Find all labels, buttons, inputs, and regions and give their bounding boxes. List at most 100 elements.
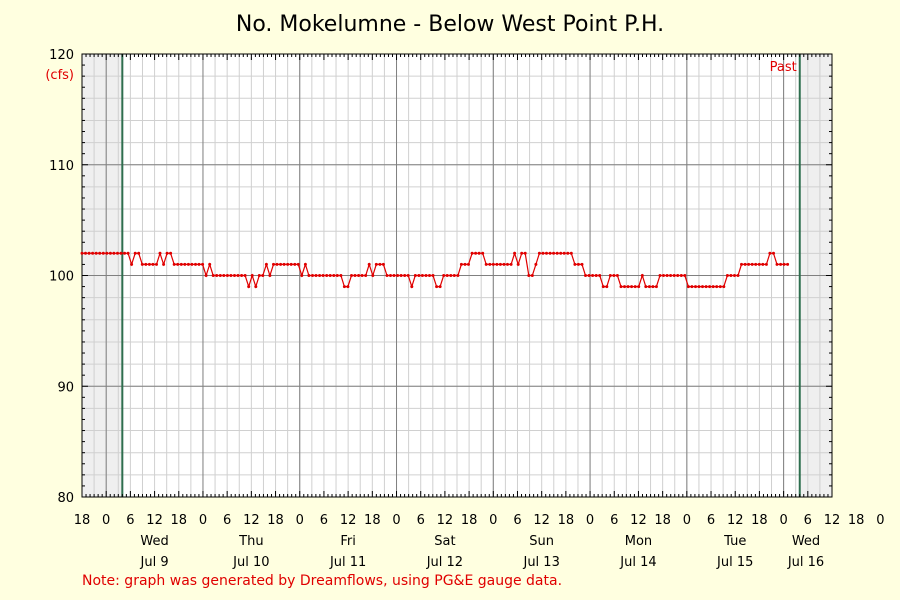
- flow-data-point: [84, 251, 87, 255]
- flow-data-point: [658, 274, 662, 277]
- flow-data-point: [733, 274, 736, 277]
- flow-data-point: [701, 285, 704, 289]
- flow-data-point: [520, 251, 524, 255]
- x-tick-label: 12: [243, 513, 260, 528]
- x-tick-label: 18: [558, 513, 575, 528]
- flow-data-point: [229, 274, 233, 277]
- flow-data-point: [548, 251, 552, 255]
- flow-data-point: [332, 274, 336, 277]
- flow-data-point: [417, 274, 421, 277]
- flow-data-point: [353, 274, 357, 277]
- flow-data-point: [495, 262, 499, 266]
- flow-data-point: [367, 262, 371, 266]
- flow-data-point: [364, 274, 368, 277]
- flow-data-point: [126, 251, 130, 255]
- x-tick-label: 0: [489, 513, 497, 528]
- x-tick-label: 12: [630, 513, 647, 528]
- flow-data-point: [137, 251, 141, 255]
- flow-data-point: [396, 274, 400, 277]
- x-tick-label: 18: [364, 513, 381, 528]
- flow-data-point: [311, 274, 314, 277]
- flow-data-point: [243, 274, 247, 277]
- flow-data-point: [498, 262, 502, 266]
- y-tick-label: 100: [49, 270, 74, 285]
- flow-data-point: [296, 262, 300, 266]
- x-tick-label: 12: [824, 513, 841, 528]
- flow-data-point: [456, 274, 460, 277]
- flow-data-point: [555, 251, 559, 255]
- flow-data-point: [697, 285, 701, 289]
- flow-data-point: [236, 274, 240, 277]
- past-annotation: Past: [770, 60, 797, 75]
- flow-data-point: [686, 285, 690, 289]
- x-tick-label: 18: [654, 513, 671, 528]
- flow-data-point: [438, 285, 442, 289]
- flow-data-point: [530, 274, 534, 277]
- flow-data-point: [534, 262, 538, 266]
- flow-data-point: [477, 251, 481, 255]
- flow-data-point: [676, 274, 680, 277]
- flow-data-point: [662, 274, 665, 277]
- flow-data-point: [240, 274, 244, 277]
- flow-data-point: [399, 274, 403, 277]
- flow-data-point: [406, 274, 410, 277]
- flow-data-point: [392, 274, 396, 277]
- flow-data-point: [215, 274, 219, 277]
- flow-data-point: [346, 285, 350, 289]
- flow-data-point: [116, 251, 119, 255]
- flow-data-point: [576, 262, 580, 266]
- x-tick-label: 12: [533, 513, 550, 528]
- flow-data-point: [523, 251, 527, 255]
- flow-data-point: [580, 262, 584, 266]
- flow-data-point: [300, 274, 304, 277]
- date-label: Jul 10: [232, 555, 269, 570]
- flow-data-point: [619, 285, 623, 289]
- flow-data-point: [264, 262, 268, 266]
- x-tick-label: 0: [683, 513, 691, 528]
- flow-data-point: [615, 274, 619, 277]
- x-tick-label: 6: [707, 513, 715, 528]
- flow-data-point: [272, 262, 275, 266]
- day-name-label: Tue: [723, 534, 746, 549]
- flow-data-point: [669, 274, 673, 277]
- flow-data-point: [754, 262, 758, 266]
- flow-data-point: [694, 285, 697, 289]
- flow-data-point: [722, 285, 726, 289]
- flow-data-point: [385, 274, 389, 277]
- flow-data-point: [342, 285, 346, 289]
- flow-data-point: [374, 262, 378, 266]
- flow-data-point: [484, 262, 488, 266]
- date-label: Jul 14: [619, 555, 656, 570]
- flow-data-point: [715, 285, 719, 289]
- flow-data-point: [569, 251, 573, 255]
- flow-data-point: [559, 251, 563, 255]
- flow-data-point: [350, 274, 353, 277]
- flow-data-point: [605, 285, 609, 289]
- flow-data-point: [80, 251, 84, 255]
- flow-data-point: [541, 251, 545, 255]
- x-tick-label: 18: [171, 513, 188, 528]
- flow-data-point: [190, 262, 194, 266]
- flow-data-point: [162, 262, 166, 266]
- x-tick-label: 6: [320, 513, 328, 528]
- flow-data-point: [222, 274, 226, 277]
- x-tick-label: 0: [392, 513, 400, 528]
- date-label: Jul 12: [426, 555, 463, 570]
- flow-data-point: [194, 262, 197, 266]
- flow-data-point: [289, 262, 293, 266]
- flow-data-point: [587, 274, 591, 277]
- flow-data-point: [598, 274, 602, 277]
- flow-data-point: [651, 285, 655, 289]
- date-label: Jul 16: [787, 555, 824, 570]
- flow-data-point: [147, 262, 151, 266]
- flow-data-point: [293, 262, 297, 266]
- flow-data-point: [708, 285, 712, 289]
- flow-data-point: [130, 262, 134, 266]
- flow-data-point: [506, 262, 509, 266]
- flow-data-point: [371, 274, 375, 277]
- flow-data-point: [108, 251, 112, 255]
- flow-data-point: [601, 285, 605, 289]
- flow-data-point: [502, 262, 506, 266]
- flow-data-point: [378, 262, 382, 266]
- flow-data-point: [420, 274, 424, 277]
